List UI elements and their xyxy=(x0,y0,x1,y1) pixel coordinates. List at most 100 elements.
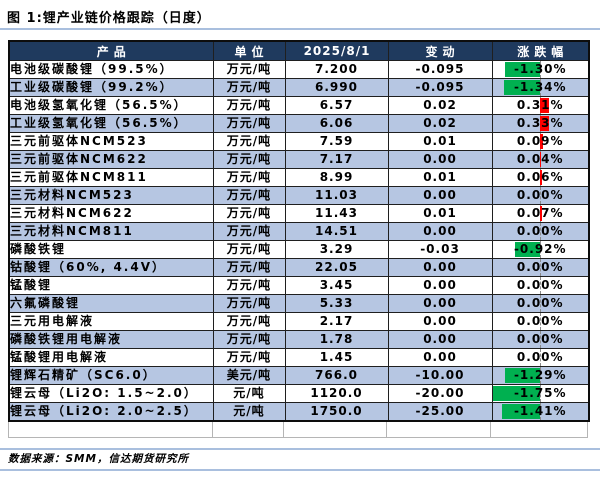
table-row: 三元用电解液 万元/吨 2.17 0.00 0.00% xyxy=(8,312,590,331)
table-row: 锰酸锂 万元/吨 3.45 0.00 0.00% xyxy=(8,276,590,295)
pct-text: 0.04% xyxy=(516,152,564,166)
price-cell: 11.43 xyxy=(284,204,389,223)
pct-text: 0.00% xyxy=(516,224,564,238)
title-divider xyxy=(0,28,600,30)
empty-row xyxy=(8,422,588,438)
pct-cell: 0.00% xyxy=(491,348,590,367)
product-cell: 钴酸锂（60%, 4.4V） xyxy=(8,258,214,277)
bar-axis xyxy=(540,79,542,96)
unit-cell: 万元/吨 xyxy=(212,60,286,79)
unit-cell: 万元/吨 xyxy=(212,204,286,223)
pct-text: -1.34% xyxy=(513,80,567,94)
change-cell: 0.01 xyxy=(387,204,493,223)
unit-cell: 万元/吨 xyxy=(212,240,286,259)
pct-text: -1.30% xyxy=(513,62,567,76)
change-cell: 0.00 xyxy=(387,276,493,295)
price-cell: 1.78 xyxy=(284,330,389,349)
product-cell: 锂辉石精矿（SC6.0） xyxy=(8,366,214,385)
up-bar xyxy=(540,134,543,149)
price-cell: 6.990 xyxy=(284,78,389,97)
pct-text: -1.41% xyxy=(513,404,567,418)
bar-axis xyxy=(540,61,542,78)
change-cell: 0.00 xyxy=(387,222,493,241)
empty-cell xyxy=(387,422,491,437)
price-table: 产品 单位 2025/8/1 变动 涨跌幅 电池级碳酸锂（99.5%） 万元/吨 7… xyxy=(8,40,590,422)
bar-axis xyxy=(540,259,542,276)
table-row: 三元材料NCM811 万元/吨 14.51 0.00 0.00% xyxy=(8,222,590,241)
product-cell: 三元材料NCM523 xyxy=(8,186,214,205)
unit-cell: 万元/吨 xyxy=(212,312,286,331)
bar-axis xyxy=(540,241,542,258)
figure-title: 图 1:锂产业链价格跟踪（日度） xyxy=(7,11,211,26)
price-table-body: 电池级碳酸锂（99.5%） 万元/吨 7.200 -0.095 -1.30% 工业级碳酸锂… xyxy=(8,60,590,422)
bar-axis xyxy=(540,385,542,402)
pct-text: 0.00% xyxy=(516,332,564,346)
up-bar xyxy=(540,98,549,113)
pct-cell: 0.00% xyxy=(491,276,590,295)
pct-cell: 0.04% xyxy=(491,150,590,169)
table-row: 工业级氢氧化锂（56.5%） 万元/吨 6.06 0.02 0.33% xyxy=(8,114,590,133)
price-cell: 6.57 xyxy=(284,96,389,115)
change-cell: 0.00 xyxy=(387,150,493,169)
empty-cell xyxy=(284,422,387,437)
price-cell: 2.17 xyxy=(284,312,389,331)
change-cell: -25.00 xyxy=(387,402,493,422)
pct-text: -1.29% xyxy=(513,368,567,382)
change-cell: 0.00 xyxy=(387,294,493,313)
table-row: 锰酸锂用电解液 万元/吨 1.45 0.00 0.00% xyxy=(8,348,590,367)
price-cell: 1750.0 xyxy=(284,402,389,422)
down-bar xyxy=(501,404,541,419)
product-cell: 六氟磷酸锂 xyxy=(8,294,214,313)
change-cell: -0.095 xyxy=(387,78,493,97)
empty-cell xyxy=(491,422,587,437)
down-bar xyxy=(503,80,541,95)
table-row: 电池级氢氧化锂（56.5%） 万元/吨 6.57 0.02 0.31% xyxy=(8,96,590,115)
product-cell: 磷酸铁锂用电解液 xyxy=(8,330,214,349)
change-cell: -10.00 xyxy=(387,366,493,385)
table-row: 三元材料NCM523 万元/吨 11.03 0.00 0.00% xyxy=(8,186,590,205)
bar-axis xyxy=(540,277,542,294)
table-row: 钴酸锂（60%, 4.4V） 万元/吨 22.05 0.00 0.00% xyxy=(8,258,590,277)
price-cell: 7.59 xyxy=(284,132,389,151)
price-cell: 11.03 xyxy=(284,186,389,205)
pct-text: 0.06% xyxy=(516,170,564,184)
table-row: 磷酸铁锂 万元/吨 3.29 -0.03 -0.92% xyxy=(8,240,590,259)
up-bar xyxy=(540,206,543,221)
table-row: 锂云母（Li2O: 2.0~2.5） 元/吨 1750.0 -25.00 -1.41% xyxy=(8,402,590,422)
unit-cell: 万元/吨 xyxy=(212,114,286,133)
price-cell: 1.45 xyxy=(284,348,389,367)
product-cell: 电池级碳酸锂（99.5%） xyxy=(8,60,214,79)
table-row: 锂云母（Li2O: 1.5~2.0） 元/吨 1120.0 -20.00 -1.75% xyxy=(8,384,590,403)
product-cell: 锂云母（Li2O: 1.5~2.0） xyxy=(8,384,214,403)
change-cell: 0.00 xyxy=(387,312,493,331)
pct-cell: 0.00% xyxy=(491,294,590,313)
unit-cell: 万元/吨 xyxy=(212,294,286,313)
pct-cell: 0.00% xyxy=(491,186,590,205)
pct-cell: 0.00% xyxy=(491,222,590,241)
down-bar xyxy=(504,62,541,77)
table-row: 三元前驱体NCM811 万元/吨 8.99 0.01 0.06% xyxy=(8,168,590,187)
product-cell: 工业级氢氧化锂（56.5%） xyxy=(8,114,214,133)
change-cell: 0.00 xyxy=(387,186,493,205)
pct-cell: -1.75% xyxy=(491,384,590,403)
pct-cell: 0.06% xyxy=(491,168,590,187)
source-note: 数据来源：SMM，信达期货研究所 xyxy=(8,453,189,465)
empty-cell xyxy=(9,422,213,437)
table-row: 磷酸铁锂用电解液 万元/吨 1.78 0.00 0.00% xyxy=(8,330,590,349)
product-cell: 电池级氢氧化锂（56.5%） xyxy=(8,96,214,115)
down-bar xyxy=(505,368,541,383)
pct-text: 0.09% xyxy=(516,134,564,148)
table-header-row: 产品 单位 2025/8/1 变动 涨跌幅 xyxy=(8,40,590,61)
table-row: 锂辉石精矿（SC6.0） 美元/吨 766.0 -10.00 -1.29% xyxy=(8,366,590,385)
product-cell: 锂云母（Li2O: 2.0~2.5） xyxy=(8,402,214,422)
bar-axis xyxy=(540,295,542,312)
unit-cell: 万元/吨 xyxy=(212,168,286,187)
unit-cell: 万元/吨 xyxy=(212,150,286,169)
pct-cell: 0.07% xyxy=(491,204,590,223)
pct-cell: -1.34% xyxy=(491,78,590,97)
footer-divider-bottom xyxy=(0,469,600,471)
pct-cell: 0.00% xyxy=(491,312,590,331)
table-row: 三元前驱体NCM523 万元/吨 7.59 0.01 0.09% xyxy=(8,132,590,151)
pct-cell: 0.33% xyxy=(491,114,590,133)
